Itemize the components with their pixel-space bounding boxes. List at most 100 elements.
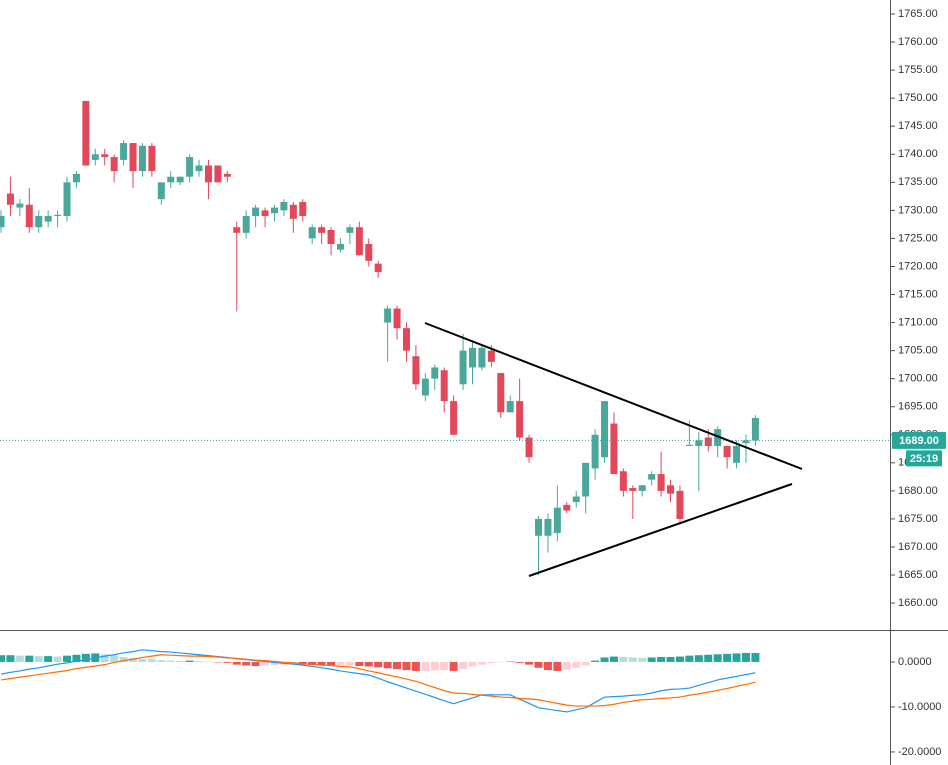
histogram-bar — [223, 661, 232, 663]
candle-body — [289, 204, 297, 219]
candle-body — [280, 201, 288, 211]
current-price-label: 1689.00 — [899, 435, 939, 447]
histogram-bar — [628, 657, 637, 662]
candle-body — [233, 227, 241, 233]
candle-body — [591, 434, 599, 469]
histogram-bar — [374, 661, 383, 668]
y-tick-label: 1720.00 — [898, 260, 938, 272]
candle-body — [431, 367, 439, 379]
candle-body — [25, 204, 33, 228]
y-tick-label: 1675.00 — [898, 513, 938, 525]
y-tick-label: 1660.00 — [898, 597, 938, 609]
candle-body — [601, 401, 609, 458]
candle-body — [544, 518, 552, 536]
candle-body — [563, 504, 571, 511]
candle-body — [101, 154, 109, 158]
histogram-bar — [100, 654, 109, 662]
candle-body — [167, 176, 175, 183]
candle-body — [355, 227, 363, 256]
candle-body — [270, 207, 278, 214]
histogram-bar — [638, 657, 647, 662]
histogram-bar — [308, 661, 317, 666]
histogram-bar — [402, 661, 411, 671]
histogram-bar — [345, 661, 354, 666]
histogram-bar — [543, 661, 552, 671]
histogram-bar — [675, 656, 684, 662]
histogram-bar — [600, 657, 609, 662]
candle-body — [469, 347, 476, 368]
candle-body — [63, 182, 71, 216]
histogram-bar — [383, 661, 392, 669]
histogram-bar — [430, 661, 439, 671]
histogram-bar — [732, 653, 741, 662]
histogram-bar — [609, 656, 618, 662]
candle-body — [450, 401, 458, 435]
candle-body — [204, 165, 212, 183]
histogram-bar — [591, 660, 600, 662]
histogram-bar — [53, 656, 62, 662]
histogram-bar — [572, 661, 581, 668]
candle-body — [299, 201, 307, 216]
candle-body — [695, 440, 703, 446]
candle-body — [318, 227, 326, 233]
current-price-box — [892, 431, 946, 449]
macd-line — [0, 649, 756, 713]
candle-body — [35, 215, 43, 228]
histogram-bar — [185, 660, 194, 662]
histogram-bar — [81, 653, 90, 662]
y-tick-label: 1725.00 — [898, 232, 938, 244]
candle-body — [629, 488, 637, 491]
histogram-bar — [176, 661, 185, 662]
candle-body — [685, 444, 693, 446]
histogram-bar — [129, 657, 138, 662]
candle-body — [582, 462, 590, 497]
candle-body — [440, 370, 448, 402]
histogram-bar — [459, 661, 468, 670]
candle-body — [186, 157, 194, 177]
candle-body — [525, 437, 533, 458]
histogram-bar — [723, 653, 732, 662]
histogram-bar — [251, 661, 260, 666]
candle-body — [402, 328, 410, 351]
candle-body — [384, 308, 392, 323]
plot-layers: 1660.001665.001670.001675.001680.001685.… — [0, 8, 946, 758]
histogram-bar — [63, 655, 72, 662]
histogram-bar — [751, 652, 760, 662]
y-tick-label: 1765.00 — [898, 8, 938, 20]
countdown-box — [906, 450, 942, 467]
histogram-bar — [421, 661, 430, 671]
histogram-bar — [515, 661, 524, 663]
histogram-bar — [327, 661, 336, 666]
candle-body — [346, 227, 354, 233]
histogram-bar — [364, 661, 373, 667]
candle-body — [535, 518, 543, 536]
candle-body — [44, 215, 52, 222]
y-tick-label: 1745.00 — [898, 120, 938, 132]
candle-body — [374, 263, 382, 273]
histogram-bar — [270, 661, 279, 666]
histogram-bar — [72, 654, 81, 662]
histogram-bar — [647, 657, 656, 662]
histogram-bar — [440, 661, 449, 671]
candle-body — [572, 496, 580, 503]
candle-body — [223, 173, 231, 177]
candle-body — [553, 507, 561, 533]
candle-body — [82, 100, 90, 166]
candle-body — [252, 207, 260, 216]
histogram-bar — [44, 656, 53, 662]
candle-body — [148, 145, 156, 172]
histogram-bar — [317, 661, 326, 666]
y-tick-label: -10.0000 — [898, 701, 941, 713]
y-tick-label: 1680.00 — [898, 485, 938, 497]
histogram-bar — [534, 661, 543, 668]
candle-body — [619, 471, 627, 491]
candle-body — [733, 445, 741, 463]
candle-body — [714, 429, 722, 446]
candle-body — [129, 143, 137, 172]
histogram-bar — [411, 661, 420, 671]
histogram-bar — [232, 661, 241, 665]
candle-body — [393, 308, 401, 329]
candle-body — [16, 203, 24, 208]
